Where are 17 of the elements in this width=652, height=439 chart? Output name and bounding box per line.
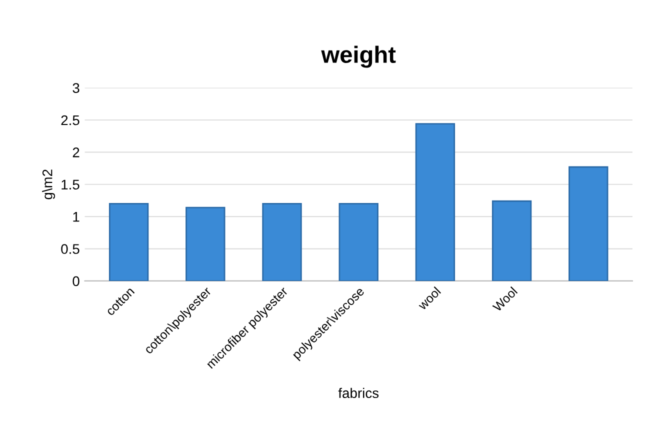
bar (568, 166, 608, 281)
bar (186, 206, 226, 281)
bar (108, 203, 149, 281)
y-tick-label: 1.5 (62, 180, 80, 190)
y-axis-title: g\m2 (42, 170, 56, 200)
bar (492, 200, 532, 281)
y-tick-label: 3 (72, 83, 80, 93)
x-axis-title: fabrics (338, 388, 379, 398)
y-tick-label: 2 (72, 148, 80, 158)
y-tick-label: 2.5 (61, 115, 80, 126)
bar (338, 203, 378, 281)
bar (262, 203, 302, 281)
bar (415, 123, 456, 281)
y-tick-label: 1 (73, 212, 80, 222)
chart-title: weight (321, 46, 396, 68)
y-tick-label: 0 (72, 276, 80, 286)
y-tick-label: 0.5 (61, 244, 80, 254)
